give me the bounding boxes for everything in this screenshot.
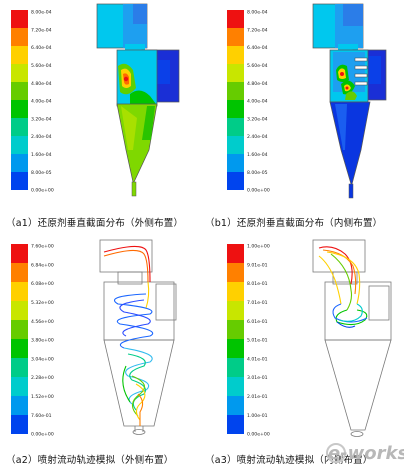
legend-a1-bar [11, 10, 28, 190]
svg-text:e-works: e-works [328, 443, 404, 464]
legend-tick-label: 7.60e-01 [31, 413, 52, 419]
legend-tick-label: 4.01e-01 [247, 356, 268, 362]
legend-a2-ticks: 7.60e+00 6.84e+00 6.08e+00 5.32e+00 4.56e+00… [31, 244, 54, 438]
legend-tick-label: 4.56e+00 [31, 319, 54, 325]
caption-a3: （a3）喷射流动轨迹模拟（内侧布置） [205, 455, 373, 466]
legend-tick-label: 5.32e+00 [31, 300, 54, 306]
legend-tick-label: 7.01e-01 [247, 300, 268, 306]
legend-tick-label: 3.01e-01 [247, 375, 268, 381]
flow-field-a1 [96, 3, 180, 197]
legend-tick-label: 4.00e-04 [247, 99, 268, 105]
legend-tick-label: 8.00e-04 [31, 10, 52, 16]
legend-tick-label: 7.20e-04 [247, 27, 268, 33]
legend-tick-label: 2.01e-01 [247, 394, 268, 400]
legend-tick-label: 0.00e+00 [247, 432, 270, 438]
legend-tick-label: 8.00e-05 [31, 170, 52, 176]
caption-a1: （a1）还原剂垂直截面分布（外侧布置） [6, 218, 184, 229]
legend-a2-bar [11, 244, 28, 434]
legend-tick-label: 1.60e-04 [31, 152, 52, 158]
legend-tick-label: 3.04e+00 [31, 356, 54, 362]
legend-tick-label: 9.01e-01 [247, 262, 268, 268]
legend-tick-label: 5.01e-01 [247, 338, 268, 344]
legend-tick-label: 6.40e-04 [247, 45, 268, 51]
legend-tick-label: 2.28e+00 [31, 375, 54, 381]
panel-a3-figure: 1.00e+00 9.01e-01 8.01e-01 7.01e-01 6.01e-01… [227, 239, 392, 438]
vessel-outline-a3 [312, 239, 392, 437]
legend-tick-label: 6.40e-04 [31, 45, 52, 51]
vessel-outline-a2 [99, 239, 177, 435]
legend-tick-label: 5.60e-04 [247, 63, 268, 69]
legend-b1-ticks: 8.00e-04 7.20e-04 6.40e-04 5.60e-04 4.80e-04… [247, 10, 270, 194]
panel-b1: 8.00e-04 7.20e-04 6.40e-04 5.60e-04 4.80e-04… [205, 0, 405, 232]
legend-tick-label: 6.08e+00 [31, 281, 54, 287]
legend-tick-label: 1.52e+00 [31, 394, 54, 400]
legend-tick-label: 0.00e+00 [247, 188, 270, 194]
legend-tick-label: 6.01e-01 [247, 319, 268, 325]
legend-tick-label: 2.40e-04 [31, 134, 52, 140]
trajectories-a3 [318, 246, 368, 328]
legend-tick-label: 6.84e+00 [31, 262, 54, 268]
legend-tick-label: 8.00e-04 [247, 10, 268, 16]
panel-b1-figure: 8.00e-04 7.20e-04 6.40e-04 5.60e-04 4.80e-04… [227, 3, 387, 199]
legend-a1-ticks: 8.00e-04 7.20e-04 6.40e-04 5.60e-04 4.80e-04… [31, 10, 54, 194]
legend-tick-label: 1.60e-04 [247, 152, 268, 158]
legend-tick-label: 4.00e-04 [31, 99, 52, 105]
legend-tick-label: 0.00e+00 [31, 432, 54, 438]
legend-tick-label: 2.40e-04 [247, 134, 268, 140]
legend-tick-label: 4.80e-04 [31, 81, 52, 87]
caption-b1: （b1）还原剂垂直截面分布（内侧布置） [205, 218, 383, 229]
legend-tick-label: 3.20e-04 [247, 116, 268, 122]
legend-a3-bar [227, 244, 244, 434]
legend-tick-label: 3.80e+00 [31, 338, 54, 344]
legend-tick-label: 1.00e+00 [247, 244, 270, 250]
caption-a2: （a2）喷射流动轨迹模拟（外侧布置） [6, 455, 174, 466]
legend-tick-label: 0.00e+00 [31, 188, 54, 194]
panel-a1-figure: 8.00e-04 7.20e-04 6.40e-04 5.60e-04 4.80e-04… [11, 3, 180, 197]
flow-field-b1 [312, 3, 387, 199]
legend-b1-bar [227, 10, 244, 190]
panel-a1: 8.00e-04 7.20e-04 6.40e-04 5.60e-04 4.80e-04… [0, 0, 205, 232]
legend-a3-ticks: 1.00e+00 9.01e-01 8.01e-01 7.01e-01 6.01e-01… [247, 244, 270, 438]
legend-tick-label: 7.60e+00 [31, 244, 54, 250]
legend-tick-label: 4.80e-04 [247, 81, 268, 87]
trajectories-a2 [103, 245, 154, 426]
legend-tick-label: 8.01e-01 [247, 281, 268, 287]
panel-a2: 7.60e+00 6.84e+00 6.08e+00 5.32e+00 4.56e+00… [0, 234, 205, 468]
legend-tick-label: 8.00e-05 [247, 170, 268, 176]
legend-tick-label: 7.20e-04 [31, 27, 52, 33]
panel-a2-figure: 7.60e+00 6.84e+00 6.08e+00 5.32e+00 4.56e+00… [11, 239, 177, 438]
legend-tick-label: 5.60e-04 [31, 63, 52, 69]
legend-tick-label: 3.20e-04 [31, 116, 52, 122]
watermark-logo: e-works [326, 443, 404, 464]
panel-a3: 1.00e+00 9.01e-01 8.01e-01 7.01e-01 6.01e-01… [205, 234, 405, 468]
legend-tick-label: 1.00e-01 [247, 413, 268, 419]
